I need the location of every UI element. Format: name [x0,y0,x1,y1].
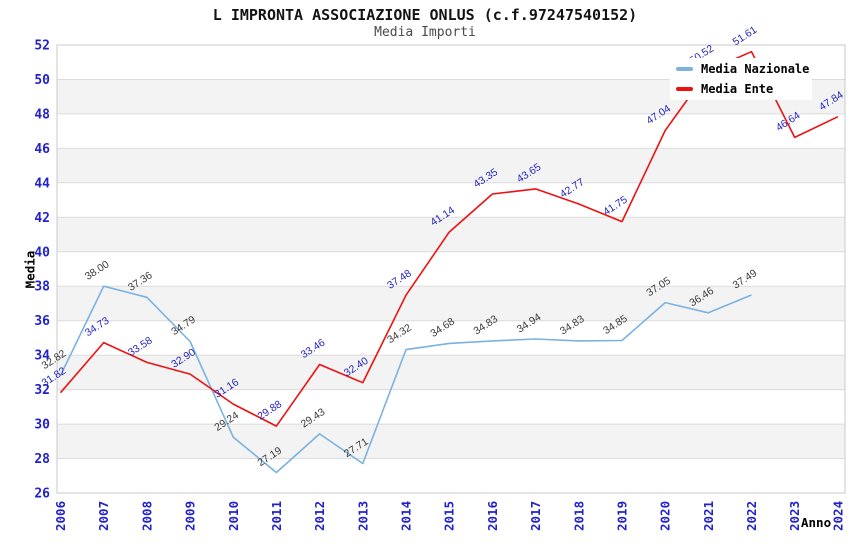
grid-band [57,286,845,321]
grid-band [57,424,845,459]
grid-band [57,148,845,183]
x-axis-title: Anno [801,515,832,530]
x-tick-label: 2016 [485,501,500,531]
legend-entry: Media Nazionale [670,62,812,77]
x-tick-label: 2024 [830,501,845,531]
x-tick-label: 2018 [571,501,586,531]
y-tick-label: 34 [34,349,50,364]
x-tick-label: 2015 [442,501,457,531]
y-tick-label: 38 [34,280,50,295]
legend-label: Media Nazionale [701,62,810,76]
grid-band [57,320,845,356]
grid-band [57,182,845,218]
y-tick-label: 40 [34,245,50,260]
x-tick-label: 2009 [183,501,198,531]
y-tick-label: 30 [34,418,50,433]
legend-entry: Media Ente [670,82,812,97]
chart-title: L IMPRONTA ASSOCIAZIONE ONLUS (c.f.97247… [212,6,638,24]
x-tick-label: 2013 [355,501,370,531]
y-tick-label: 32 [34,383,50,398]
y-tick-label: 46 [34,142,50,157]
legend-label: Media Ente [701,82,774,96]
x-tick-label: 2007 [96,501,111,531]
y-tick-label: 50 [34,73,50,88]
plot-border [56,44,846,494]
x-tick-label: 2017 [528,501,543,531]
x-tick-label: 2021 [701,501,716,531]
y-tick-label: 52 [34,39,50,54]
y-tick-label: 44 [34,176,50,191]
x-tick-label: 2019 [615,501,630,531]
x-tick-label: 2010 [226,501,241,531]
x-tick-label: 2012 [312,501,327,531]
grid-band [57,389,845,425]
x-tick-label: 2014 [399,501,414,531]
series-line [59,285,752,474]
y-tick-label: 28 [34,452,50,467]
chart-subtitle: Media Importi [374,25,476,40]
x-tick-label: 2008 [139,501,154,531]
x-tick-label: 2022 [744,501,759,531]
legend: Media Nazionale Media Ente [670,58,812,100]
y-tick-label: 36 [34,314,50,329]
x-tick-label: 2006 [53,501,68,531]
x-tick-label: 2023 [787,501,802,531]
grid-band [57,217,845,252]
y-axis-title: Media [22,250,38,289]
x-tick-label: 2020 [658,501,673,531]
grid-band [57,458,845,493]
x-tick-label: 2011 [269,501,284,531]
y-tick-label: 26 [34,487,50,502]
y-tick-label: 42 [34,211,50,226]
legend-swatch [676,67,693,71]
y-tick-label: 48 [34,107,50,122]
grid-band [57,113,845,149]
grid-band [57,355,845,390]
legend-swatch [676,87,693,91]
grid-band [57,251,845,287]
